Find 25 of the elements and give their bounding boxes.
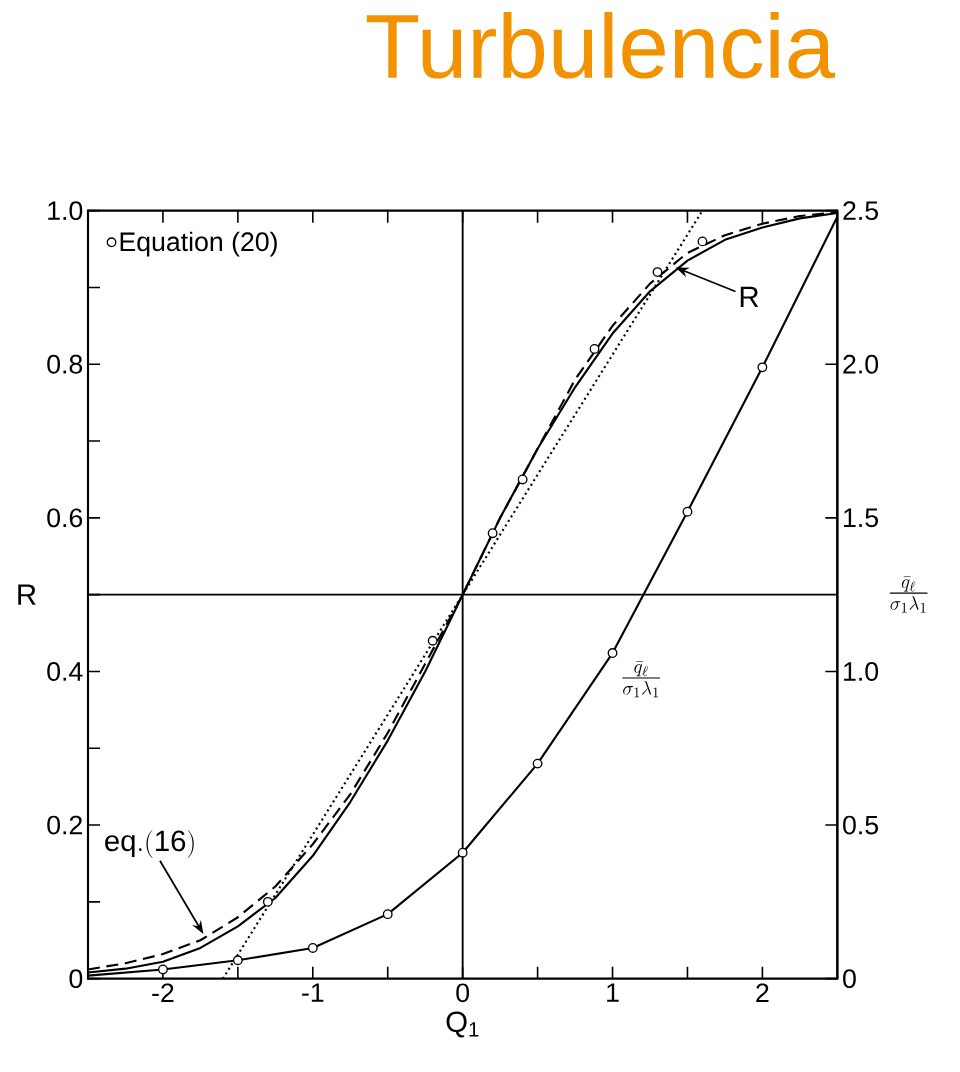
x-tick-label: 0 bbox=[456, 983, 470, 1003]
x-tick-label: 1 bbox=[607, 983, 619, 1002]
y-tick-label: 0.8 bbox=[47, 354, 83, 374]
y2-tick-label: 1.5 bbox=[844, 508, 878, 528]
legend-label: Equation (20) bbox=[120, 231, 277, 257]
y-tick-label: 0.6 bbox=[47, 508, 83, 528]
y-tick-label: 0.2 bbox=[47, 815, 82, 835]
y-axis-title: R bbox=[18, 584, 36, 605]
y2-tick-label: 0 bbox=[843, 969, 856, 989]
y-tick-label: 1.0 bbox=[48, 201, 83, 221]
x-axis-title: Q$_{1}$ bbox=[446, 1011, 479, 1038]
chart-title: Turbulencia bbox=[366, 12, 836, 79]
x-tick-label: 2 bbox=[756, 983, 769, 1002]
annotation: $\mathrm{R}$ bbox=[740, 286, 759, 307]
annotation: $\frac{\bar{q}_{\ell}}{\sigma_{1}\lambda_{1}}$ bbox=[622, 661, 660, 698]
y2-axis-title: $\frac{\bar{q}_{\ell}}{\sigma_{1}\lambda_{1}}$ bbox=[889, 576, 928, 613]
y2-tick-label: 0.5 bbox=[843, 815, 878, 835]
x-tick-label: -1 bbox=[302, 983, 324, 1002]
y2-tick-label: 2.0 bbox=[843, 354, 879, 374]
x-tick-label: -2 bbox=[152, 983, 174, 1002]
y2-tick-label: 1.0 bbox=[844, 662, 879, 681]
y2-tick-label: 2.5 bbox=[843, 201, 878, 221]
annotation: $\mathrm{eq.(16)}$ bbox=[105, 830, 194, 858]
y-tick-label: 0.4 bbox=[47, 662, 83, 681]
y-tick-label: 0 bbox=[69, 969, 83, 989]
